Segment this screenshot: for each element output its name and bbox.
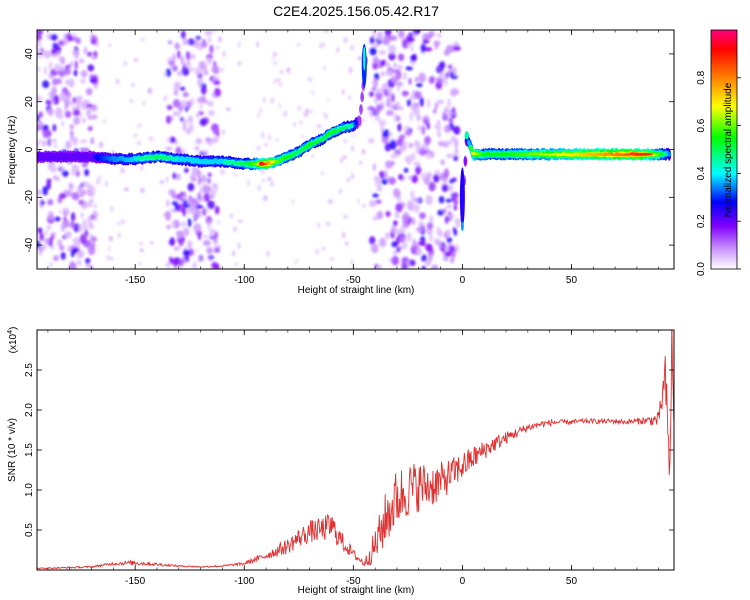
- x-tick-label: -50: [346, 275, 361, 286]
- x-tick-label: -150: [125, 275, 145, 286]
- x-tick-label: 0: [460, 576, 466, 587]
- colorbar-ticks: 0.0 0.2 0.4 0.6 0.8: [696, 70, 741, 276]
- x-tick-label: 0: [460, 275, 466, 286]
- x-tick-label: -150: [125, 576, 145, 587]
- y-tick-label: 2.0: [24, 403, 35, 417]
- spectrogram-noise: [37, 30, 462, 269]
- x-tick-label: -100: [234, 275, 254, 286]
- snr-series: [37, 330, 674, 570]
- colorbar-tick-label: 0.6: [696, 118, 707, 132]
- spectrogram-xlabel: Height of straight line (km): [298, 285, 415, 296]
- snr-xlabel: Height of straight line (km): [298, 585, 415, 596]
- colorbar-label: Normalized spectral amplitude: [723, 82, 734, 217]
- colorbar-tick-label: 0.4: [696, 166, 707, 180]
- spectrogram-ridge: [37, 43, 672, 231]
- svg-text:(x104): (x104): [7, 327, 19, 354]
- figure-title: C2E4.2025.156.05.42.R17: [273, 3, 439, 19]
- snr-line: [37, 330, 674, 570]
- y-tick-label: 0: [24, 146, 35, 152]
- x-tick-label: 50: [566, 576, 578, 587]
- snr-scale-exponent: 4: [7, 330, 14, 334]
- colorbar-tick-label: 0.0: [696, 262, 707, 276]
- spectrogram-image: [37, 30, 672, 269]
- x-tick-label: 50: [566, 275, 578, 286]
- y-tick-label: -20: [24, 190, 35, 205]
- snr-background: [37, 330, 674, 570]
- snr-ylabel: SNR (10 * v/v): [7, 418, 18, 482]
- y-tick-label: 1.0: [24, 483, 35, 497]
- snr-panel: -150 -100 -50 0 50 0.5 1.0 1.5 2.0 2.5 Height of …: [7, 327, 675, 596]
- y-tick-label: 40: [24, 48, 35, 60]
- y-tick-label: 2.5: [24, 363, 35, 377]
- snr-scale-base: (x10: [8, 333, 19, 353]
- colorbar-gradient: [710, 29, 738, 270]
- colorbar-tick-label: 0.8: [696, 70, 707, 84]
- spectrogram-ylabel: Frequency (Hz): [7, 116, 18, 185]
- colorbar: 0.0 0.2 0.4 0.6 0.8 Normalized spectral ampl…: [696, 29, 741, 276]
- spectrogram-ticks: -150 -100 -50 0 50 -40 -20 0 20 40: [24, 30, 674, 286]
- snr-ticks: -150 -100 -50 0 50 0.5 1.0 1.5 2.0 2.5: [24, 330, 674, 587]
- y-tick-label: 0.5: [24, 523, 35, 537]
- snr-scale-label: (x104): [7, 327, 19, 354]
- x-tick-label: -50: [346, 576, 361, 587]
- spectrogram-panel: -150 -100 -50 0 50 -40 -20 0 20 40 Height of stra…: [7, 29, 675, 296]
- y-tick-label: 1.5: [24, 443, 35, 457]
- y-tick-label: -40: [24, 237, 35, 252]
- colorbar-tick-label: 0.2: [696, 214, 707, 228]
- y-tick-label: 20: [24, 96, 35, 108]
- x-tick-label: -100: [234, 576, 254, 587]
